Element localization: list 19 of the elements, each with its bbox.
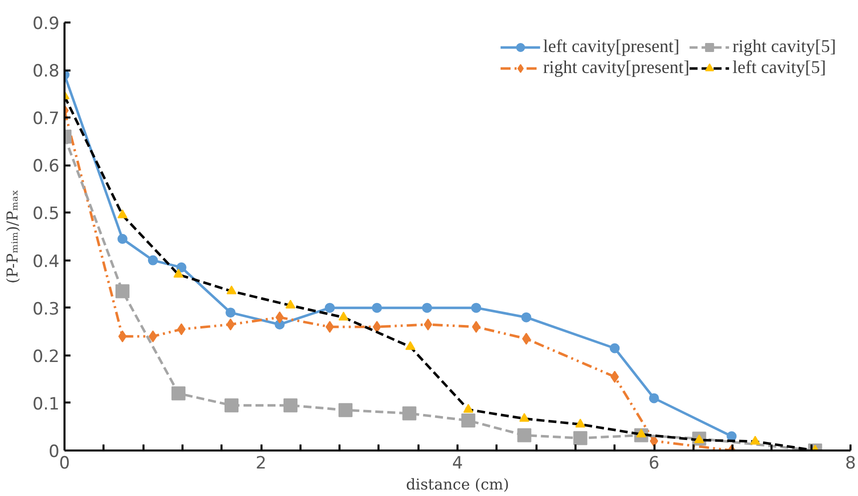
y-tick-label: 0.9 — [32, 14, 60, 34]
y-tick-label: 0.1 — [32, 394, 60, 414]
y-axis-title: (P-Pₘᵢₘ)/Pₘₐₓ — [3, 189, 22, 284]
y-tick-label: 0.6 — [32, 156, 60, 177]
legend-label: right cavity[5] — [732, 36, 836, 57]
y-tick-label: 0.8 — [32, 62, 60, 82]
x-axis-title: distance (cm) — [406, 476, 510, 494]
x-tick-label: 8 — [845, 454, 856, 474]
x-tick-label: 2 — [256, 454, 266, 474]
y-tick-label: 0.2 — [32, 346, 60, 367]
y-tick-label: 0.3 — [32, 299, 60, 320]
y-tick-label: 0.5 — [32, 204, 60, 224]
y-tick-label: 0.7 — [32, 109, 60, 130]
legend-label: left cavity[present] — [543, 36, 680, 57]
legend-label: left cavity[5] — [732, 57, 826, 78]
y-tick-label: 0.4 — [32, 252, 60, 272]
x-tick-label: 6 — [648, 454, 660, 474]
x-tick-label: 4 — [452, 454, 463, 474]
legend-label: right cavity[present] — [543, 57, 690, 78]
